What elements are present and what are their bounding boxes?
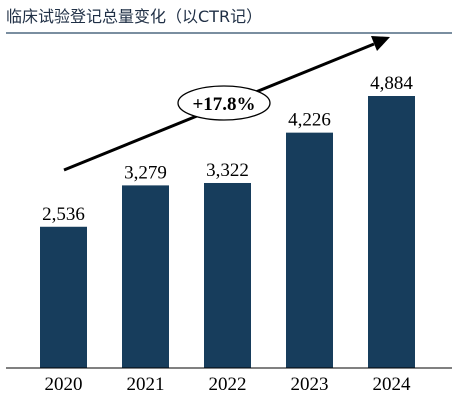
bars-group (40, 96, 415, 368)
x-tick-label-2021: 2021 (127, 374, 165, 395)
value-label-2024: 4,884 (370, 73, 413, 94)
bar-2020 (40, 226, 87, 368)
bar-2024 (368, 96, 415, 368)
value-label-2023: 4,226 (288, 110, 331, 131)
x-tick-label-2024: 2024 (373, 374, 412, 395)
trend-arrow-group: +17.8% (63, 36, 390, 172)
chart-title: 临床试验登记总量变化（以CTR记） (6, 7, 262, 26)
value-label-2021: 3,279 (124, 162, 167, 183)
value-label-2022: 3,322 (206, 160, 249, 181)
value-label-2020: 2,536 (42, 204, 85, 225)
cagr-label: +17.8% (192, 94, 255, 115)
trend-arrow-head (371, 36, 390, 51)
x-tick-label-2020: 2020 (45, 374, 83, 395)
bar-2023 (286, 132, 333, 368)
x-tick-labels-group: 2020 2021 2022 2023 2024 (45, 374, 412, 395)
cagr-ellipse (177, 85, 271, 121)
x-tick-label-2023: 2023 (291, 374, 329, 395)
bar-2022 (204, 182, 251, 368)
x-tick-label-2022: 2022 (209, 374, 247, 395)
value-labels-group: 2,536 3,279 3,322 4,226 4,884 (42, 73, 413, 225)
bar-2021 (122, 185, 169, 368)
